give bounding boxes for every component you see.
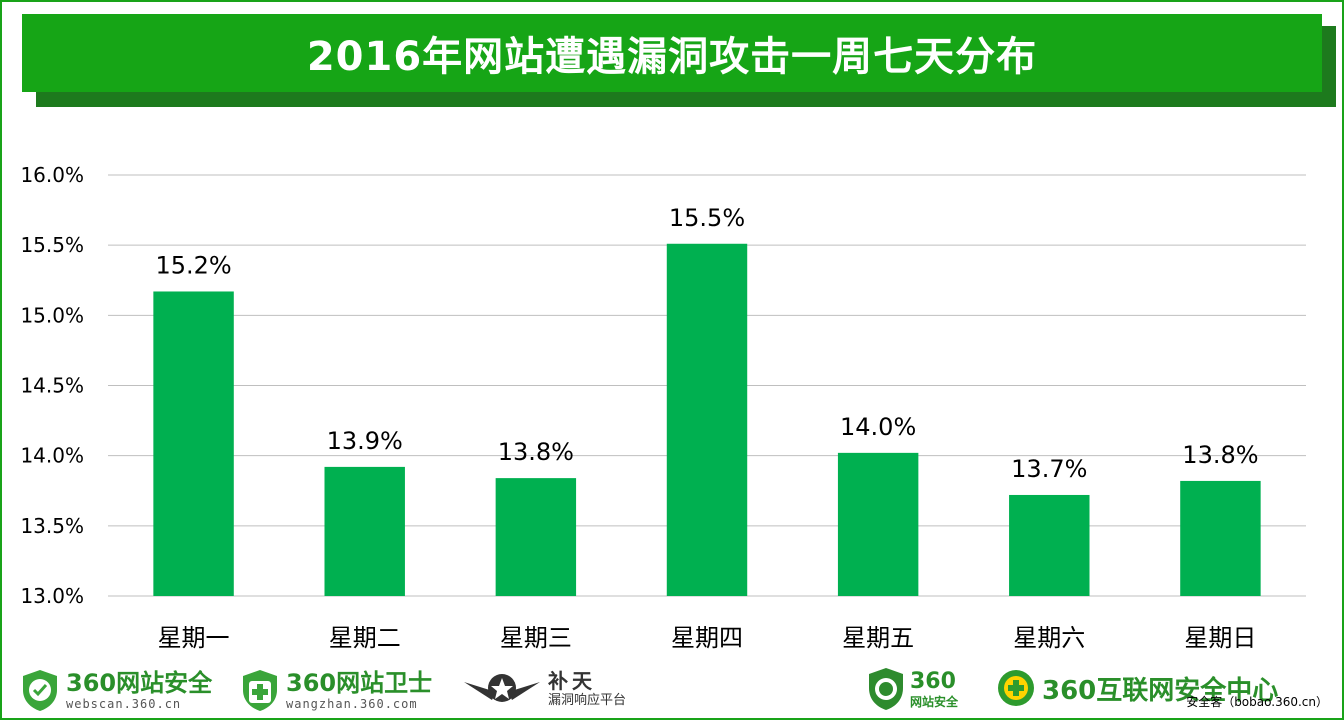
x-category-label: 星期一 — [158, 624, 230, 652]
x-category-label: 星期日 — [1184, 624, 1256, 652]
logo-butian: 补天 漏洞响应平台 — [462, 666, 626, 712]
logo-360-center-name: 360互联网安全中心 — [1042, 675, 1279, 706]
y-tick-label: 13.5% — [20, 514, 84, 538]
x-category-label: 星期五 — [842, 624, 914, 652]
x-category-label: 星期六 — [1013, 624, 1085, 652]
data-label: 15.2% — [155, 251, 231, 279]
data-labels: 15.2% 13.9% 13.8% 15.5% 14.0% 13.7% 13.8% — [155, 204, 1258, 483]
shield-plus-icon — [243, 670, 277, 711]
logo-webscan-name: 360网站安全 — [66, 668, 213, 697]
y-tick-label: 16.0% — [20, 163, 84, 187]
logo-wangzhan: 360网站卫士 wangzhan.360.com — [240, 668, 432, 712]
data-label: 14.0% — [840, 413, 916, 441]
footer-logos: 360网站安全 webscan.360.cn 360网站卫士 wangzhan.… — [0, 660, 1344, 720]
star-wings-icon — [464, 674, 540, 702]
logo-360-site-sub: 网站安全 — [910, 694, 959, 709]
logo-360-center: 360互联网安全中心 — [996, 668, 1278, 708]
x-category-label: 星期四 — [671, 624, 743, 652]
chart-title: 2016年网站遭遇漏洞攻击一周七天分布 — [306, 34, 1038, 80]
data-label: 15.5% — [669, 204, 745, 232]
bar-chart: 13.0% 13.5% 14.0% 14.5% 15.0% 15.5% 16.0% 15.2… — [20, 163, 1306, 652]
bar-3 — [495, 478, 577, 596]
bar-6 — [1009, 494, 1090, 596]
y-tick-label: 15.5% — [20, 233, 84, 257]
y-tick-label: 14.0% — [20, 444, 84, 468]
logo-butian-sub: 漏洞响应平台 — [548, 693, 627, 708]
logo-wangzhan-url: wangzhan.360.com — [286, 696, 418, 711]
bar-7 — [1180, 480, 1261, 596]
source-credit: 安全客（bobao.360.cn） — [1186, 695, 1328, 709]
data-label: 13.7% — [1011, 455, 1087, 483]
shield-globe-icon — [869, 668, 903, 710]
logo-wangzhan-name: 360网站卫士 — [286, 668, 433, 697]
bar-2 — [324, 466, 405, 596]
logo-butian-name: 补天 — [548, 669, 596, 693]
y-axis-ticks: 13.0% 13.5% 14.0% 14.5% 15.0% 15.5% 16.0% — [20, 163, 84, 608]
logo-360-site: 360 网站安全 — [866, 666, 958, 712]
bar-1 — [153, 291, 234, 596]
y-tick-label: 15.0% — [20, 303, 84, 327]
x-category-label: 星期三 — [500, 624, 572, 652]
bars — [153, 243, 1261, 596]
logo-360-site-name: 360 — [910, 668, 956, 694]
logo-webscan-url: webscan.360.cn — [66, 696, 182, 711]
bar-5 — [837, 452, 919, 596]
data-label: 13.8% — [498, 438, 574, 466]
shield-check-icon — [23, 670, 57, 711]
y-tick-label: 14.5% — [20, 374, 84, 398]
logo-webscan: 360网站安全 webscan.360.cn — [20, 668, 212, 712]
x-axis-categories: 星期一 星期二 星期三 星期四 星期五 星期六 星期日 — [158, 624, 1257, 652]
y-tick-label: 13.0% — [20, 584, 84, 608]
data-label: 13.9% — [327, 427, 403, 455]
x-category-label: 星期二 — [329, 624, 401, 652]
title-bar: 2016年网站遭遇漏洞攻击一周七天分布 — [22, 14, 1322, 92]
data-label: 13.8% — [1182, 441, 1258, 469]
bar-4 — [666, 243, 748, 596]
globe-plus-icon — [998, 670, 1034, 706]
